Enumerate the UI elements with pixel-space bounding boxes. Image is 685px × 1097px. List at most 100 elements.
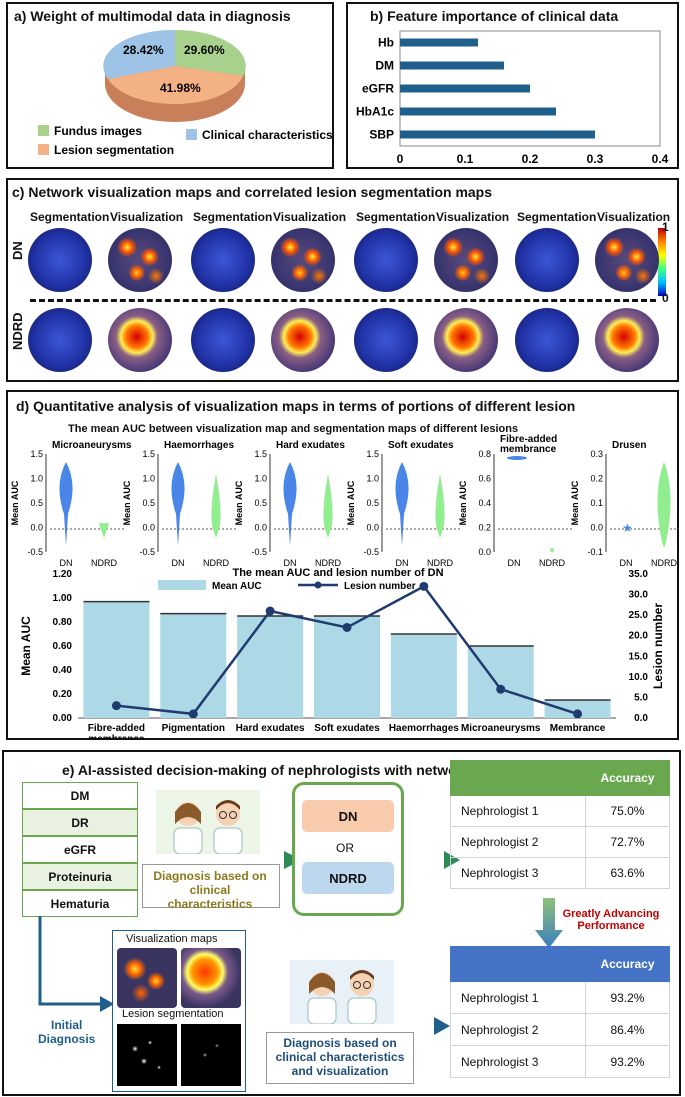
violin-ndrd-label: NDRD bbox=[91, 558, 117, 568]
violin-tick: 0.5 bbox=[142, 498, 155, 508]
feature-proteinuria: Proteinuria bbox=[22, 863, 138, 890]
violin-dn bbox=[283, 462, 297, 546]
doctors-illustration-1 bbox=[156, 790, 260, 855]
vis-map-thumb-2 bbox=[181, 948, 241, 1008]
y-tick-label: HbA1c bbox=[356, 105, 394, 119]
table1-name: Nephrologist 2 bbox=[450, 826, 586, 858]
auc-bar bbox=[160, 613, 227, 718]
y-tick-label: DM bbox=[375, 59, 394, 73]
x-tick-label: 0.3 bbox=[587, 152, 604, 166]
doctors-icon bbox=[307, 970, 377, 1025]
legend-fundus: Fundus images bbox=[54, 124, 142, 138]
violin-tick: 0.0 bbox=[30, 523, 43, 533]
violin-tick: 1.0 bbox=[366, 474, 379, 484]
lesion-point bbox=[419, 581, 429, 591]
right-tick: 35.0 bbox=[629, 569, 649, 580]
table1-value: 63.6% bbox=[584, 857, 671, 889]
panel-a-title: a) Weight of multimodal data in diagnosi… bbox=[14, 8, 291, 24]
legend-auc: Mean AUC bbox=[212, 581, 262, 592]
right-tick: 20.0 bbox=[629, 631, 649, 642]
doctors-icon bbox=[173, 800, 243, 855]
violin-title: Fibre-added bbox=[500, 434, 557, 445]
right-tick: 5.0 bbox=[634, 692, 648, 703]
category-label: Hard exudates bbox=[236, 723, 305, 734]
violin-ndrd-label: NDRD bbox=[315, 558, 341, 568]
pie-chart: 28.42% 29.60% 41.98% Fundus images Lesio… bbox=[38, 29, 333, 157]
x-tick-label: 0.2 bbox=[522, 152, 539, 166]
visualization-map bbox=[271, 228, 335, 292]
right-tick: 25.0 bbox=[629, 610, 649, 621]
panel-c: c) Network visualization maps and correl… bbox=[6, 178, 679, 382]
seg-column-label: Segmentation bbox=[356, 210, 436, 224]
legend-swatch-lesion bbox=[38, 144, 49, 155]
violin-ylabel: Mean AUC bbox=[10, 480, 20, 525]
violin-ndrd bbox=[99, 522, 109, 538]
legend-clinical: Clinical characteristics bbox=[202, 128, 333, 142]
colorbar bbox=[658, 228, 666, 296]
category-label: Pigmentation bbox=[162, 723, 225, 734]
violin-tick: 0.2 bbox=[590, 474, 603, 484]
bar-hb bbox=[400, 38, 478, 47]
doctors-illustration-2 bbox=[290, 960, 394, 1025]
panel-e-title: e) AI-assisted decision-making of nephro… bbox=[62, 762, 562, 778]
table1-value: 72.7% bbox=[584, 826, 671, 858]
violin-dn-label: DN bbox=[172, 558, 185, 568]
auc-bar bbox=[544, 700, 611, 718]
vis-column-label: Visualization bbox=[110, 210, 184, 224]
table2-value: 86.4% bbox=[584, 1013, 671, 1046]
bar-dm bbox=[400, 61, 504, 70]
row-label-dn: DN bbox=[10, 241, 25, 260]
pie-slice-clinical bbox=[103, 29, 175, 79]
segmentation-map bbox=[191, 308, 255, 372]
lesion-point bbox=[496, 684, 506, 694]
violin-title: membrance bbox=[500, 444, 557, 455]
violin-ylabel: Mean AUC bbox=[346, 480, 356, 525]
accuracy-table-1: Accuracy Nephrologist 1 75.0% Nephrologis… bbox=[450, 760, 671, 889]
violin-tick: 0.6 bbox=[478, 474, 491, 484]
accuracy-table-2: Accuracy Nephrologist 1 93.2% Nephrologis… bbox=[450, 946, 671, 1078]
table1-name: Nephrologist 1 bbox=[450, 795, 586, 827]
dx2-label: Diagnosis based on clinical characterist… bbox=[275, 1036, 405, 1078]
legend-swatch-clinical bbox=[186, 129, 197, 140]
legend-swatch-fundus bbox=[38, 125, 49, 136]
auc-bar bbox=[314, 616, 380, 718]
violin-tick: 0.8 bbox=[478, 449, 491, 459]
bar-egfr bbox=[400, 84, 530, 93]
violin-ndrd-label: NDRD bbox=[651, 558, 677, 568]
right-tick: 0.0 bbox=[634, 713, 648, 724]
violin-plots: 1.5 1.0 0.5 0.0 -0.5 Mean AUC Microaneurysms DN… bbox=[10, 434, 679, 568]
seg-column-label: Segmentation bbox=[30, 210, 110, 224]
segmentation-map bbox=[354, 308, 418, 372]
panel-c-title: c) Network visualization maps and correl… bbox=[12, 184, 493, 200]
legend-lesion: Lesion segmentation bbox=[54, 143, 174, 157]
lesion-point bbox=[265, 606, 275, 616]
left-tick: 1.00 bbox=[53, 593, 73, 604]
left-tick: 0.20 bbox=[53, 689, 73, 700]
lesion-point bbox=[573, 709, 583, 719]
dx1-line1: Diagnosis based on clinical characterist… bbox=[153, 869, 267, 911]
violin-ndrd-label: NDRD bbox=[427, 558, 453, 568]
violin-tick: -0.1 bbox=[587, 547, 603, 557]
colorbar-min: 0 bbox=[662, 291, 669, 305]
segmentation-map bbox=[28, 228, 92, 292]
panel-d: d) Quantitative analysis of visualizatio… bbox=[6, 390, 679, 740]
violin-tick: 0.0 bbox=[366, 523, 379, 533]
category-label: Microaneurysms bbox=[461, 723, 541, 734]
lesion-point bbox=[111, 701, 121, 711]
table2-header: Accuracy bbox=[584, 946, 671, 982]
feature-dm: DM bbox=[22, 782, 138, 809]
violin-title: Soft exudates bbox=[388, 440, 454, 451]
table2-value: 93.2% bbox=[584, 1045, 671, 1078]
violin-tick: 0.5 bbox=[366, 498, 379, 508]
vis-column-label: Visualization bbox=[273, 210, 347, 224]
table1-value: 75.0% bbox=[584, 795, 671, 827]
pie-label-clinical: 28.42% bbox=[123, 43, 164, 57]
visualization-map bbox=[595, 308, 659, 372]
violin-tick: 0.1 bbox=[590, 498, 603, 508]
bar-hba1c bbox=[400, 107, 556, 116]
pie-slice-fundus bbox=[175, 29, 246, 76]
violin-dn bbox=[171, 462, 185, 546]
seg-column-label: Segmentation bbox=[517, 210, 597, 224]
category-label: Soft exudates bbox=[314, 723, 380, 734]
